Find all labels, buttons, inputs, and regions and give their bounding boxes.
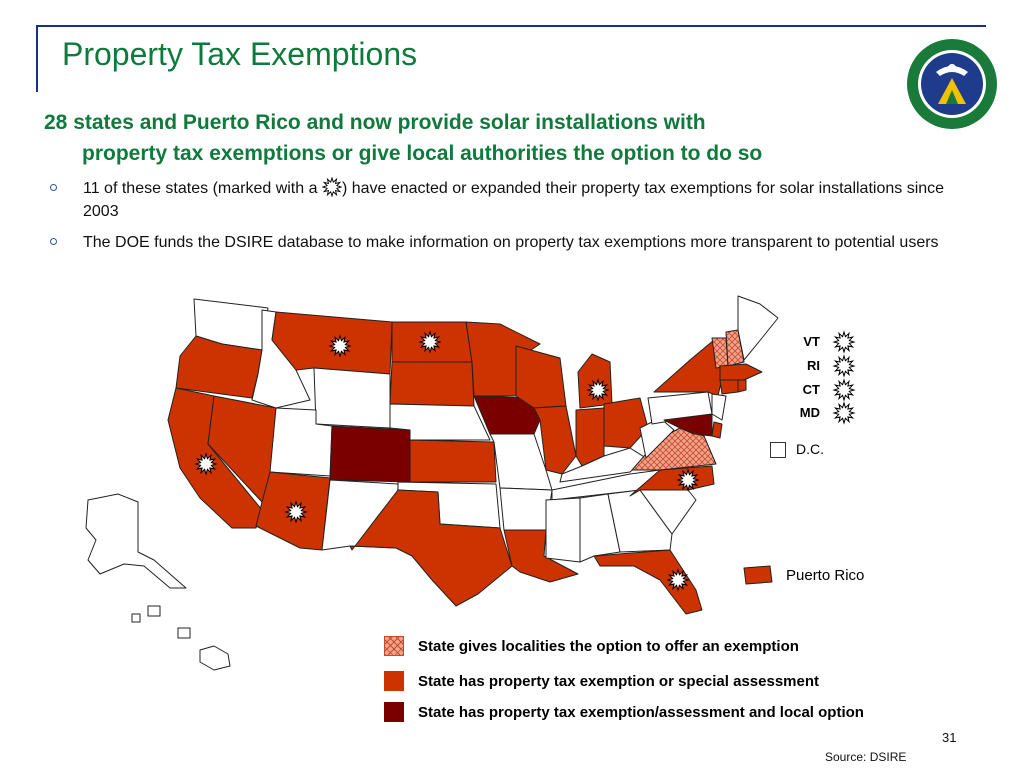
- star-michigan: [586, 378, 610, 402]
- star-arizona: [284, 500, 308, 524]
- source-note: Source: DSIRE: [825, 750, 907, 764]
- star-ct: [832, 378, 856, 402]
- state-wisconsin: [515, 345, 567, 409]
- state-ohio: [603, 397, 649, 449]
- small-state-label: VT: [803, 334, 820, 349]
- state-wyoming: [313, 367, 391, 429]
- puerto-rico-label: Puerto Rico: [786, 567, 865, 584]
- bullet-list: 11 of these states (marked with a ) have…: [50, 177, 950, 262]
- state-massachusetts: [719, 363, 763, 381]
- state-delaware: [711, 421, 723, 439]
- state-south-dakota: [389, 361, 475, 407]
- map-star-markers: [194, 330, 856, 592]
- star-california: [194, 452, 218, 476]
- state-hawaii-main: [199, 645, 231, 671]
- state-texas: [349, 489, 513, 607]
- puerto-rico: [743, 565, 773, 585]
- legend-item-both: State has property tax exemption/assessm…: [384, 702, 864, 722]
- legend-swatch-both: [384, 702, 404, 722]
- dc-label: D.C.: [796, 441, 824, 457]
- legend-item-exemption: State has property tax exemption or spec…: [384, 671, 819, 691]
- star-montana: [328, 334, 352, 358]
- state-new-jersey: [711, 393, 727, 421]
- legend-label: State has property tax exemption/assessm…: [418, 703, 864, 721]
- state-hawaii-maui: [177, 627, 191, 639]
- headline-line-1: 28 states and Puerto Rico and now provid…: [44, 111, 706, 134]
- small-state-label: RI: [807, 358, 820, 373]
- state-alabama: [579, 493, 621, 563]
- star-md: [832, 401, 856, 425]
- small-state-label: CT: [802, 382, 820, 397]
- state-maine: [737, 295, 779, 361]
- star-north-dakota: [418, 330, 442, 354]
- legend-item-local-option: State gives localities the option to off…: [384, 636, 799, 656]
- star-florida: [666, 568, 690, 592]
- bullet-dot: [50, 238, 57, 245]
- star-north-carolina: [676, 468, 700, 492]
- state-kansas: [409, 439, 497, 483]
- state-mississippi: [545, 497, 581, 563]
- state-indiana: [575, 407, 605, 467]
- state-hawaii-oahu: [147, 605, 161, 617]
- state-hawaii-kauai: [131, 613, 141, 623]
- page-number: 31: [942, 730, 957, 745]
- small-state-label: MD: [799, 405, 820, 420]
- bullet-2-text: The DOE funds the DSIRE database to make…: [83, 234, 939, 251]
- legend-swatch-exemption: [384, 671, 404, 691]
- state-georgia: [607, 489, 673, 553]
- legend-label: State has property tax exemption or spec…: [418, 672, 819, 690]
- state-alaska: [85, 493, 187, 589]
- sunburst-star-icon: [321, 177, 342, 197]
- headline-line-2: property tax exemptions or give local au…: [82, 142, 763, 165]
- state-michigan: [577, 353, 613, 409]
- state-arkansas: [499, 487, 553, 531]
- star-vt: [832, 330, 856, 354]
- bullet-item: The DOE funds the DSIRE database to make…: [50, 231, 950, 254]
- legend-label: State gives localities the option to off…: [418, 637, 799, 655]
- frame-top-rule: [36, 25, 986, 27]
- bullet-item: 11 of these states (marked with a ) have…: [50, 177, 950, 223]
- headline: 28 states and Puerto Rico and now provid…: [44, 107, 944, 169]
- bullet-dot: [50, 184, 57, 191]
- state-maryland: [663, 413, 713, 437]
- legend-swatch-local-option: [384, 636, 404, 656]
- state-connecticut: [719, 379, 739, 395]
- bullet-1-text-end: ) have enacted or expanded their propert…: [83, 180, 945, 220]
- star-ri: [832, 354, 856, 378]
- state-colorado: [329, 425, 411, 483]
- state-florida: [593, 549, 703, 615]
- slide-title: Property Tax Exemptions: [62, 36, 418, 72]
- dc-marker: [770, 442, 786, 458]
- frame-left-rule: [36, 25, 38, 92]
- doe-seal-icon: [907, 39, 997, 129]
- state-rhode-island: [737, 379, 747, 393]
- bullet-1-text-start: 11 of these states (marked with a: [83, 180, 322, 197]
- state-new-york: [653, 339, 723, 397]
- state-kentucky: [559, 447, 647, 483]
